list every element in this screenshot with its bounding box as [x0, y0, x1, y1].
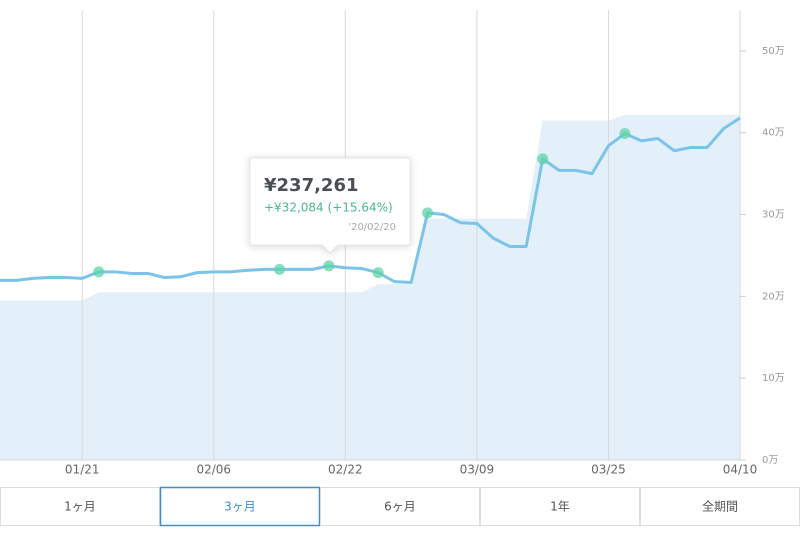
tooltip: ¥237,261 +¥32,084 (+15.64%) '20/02/20 — [249, 157, 411, 254]
period-label[interactable]: 1ヶ月 — [64, 500, 96, 514]
period-button[interactable] — [480, 487, 640, 526]
period-label[interactable]: 全期間 — [702, 499, 738, 514]
y-tick-label: 30万 — [762, 210, 785, 221]
transaction-dot — [372, 267, 384, 279]
tooltip-box — [249, 157, 411, 254]
tooltip-amount: ¥237,261 — [264, 175, 359, 196]
transaction-dot — [323, 260, 335, 272]
y-tick-label: 40万 — [762, 128, 785, 139]
period-button[interactable] — [320, 487, 480, 526]
value-line — [0, 116, 741, 284]
period-label[interactable]: 1年 — [550, 500, 570, 514]
y-tick-label: 50万 — [762, 46, 785, 57]
x-tick-label: 01/21 — [65, 463, 100, 477]
transaction-dot — [619, 128, 631, 140]
y-tick-label: 20万 — [762, 291, 785, 302]
transaction-dot — [274, 263, 286, 275]
x-tick-label: 02/22 — [328, 463, 363, 477]
y-tick-label: 10万 — [762, 373, 785, 384]
period-buttons: 1ヶ月 3ヶ月 6ヶ月 1年 全期間 — [0, 486, 800, 527]
period-button[interactable] — [0, 487, 160, 526]
tooltip-date: '20/02/20 — [348, 222, 396, 233]
y-tick-label: 0万 — [762, 455, 778, 466]
x-tick-label: 04/10 — [723, 463, 758, 477]
x-tick-label: 03/25 — [591, 463, 626, 477]
period-button[interactable] — [159, 486, 321, 527]
transaction-dot — [93, 266, 105, 278]
tooltip-change: +¥32,084 (+15.64%) — [264, 201, 393, 215]
transaction-dot — [422, 207, 434, 219]
plot: 01/21 02/06 02/22 03/09 03/25 04/10 0万 10万 20万 30… — [0, 10, 785, 477]
principal-area — [0, 114, 740, 461]
x-tick-label: 03/09 — [460, 463, 495, 477]
period-label[interactable]: 3ヶ月 — [224, 500, 256, 514]
period-label[interactable]: 6ヶ月 — [384, 500, 416, 514]
period-button[interactable] — [640, 487, 800, 526]
transaction-dot — [537, 153, 549, 165]
x-tick-label: 02/06 — [196, 463, 231, 477]
